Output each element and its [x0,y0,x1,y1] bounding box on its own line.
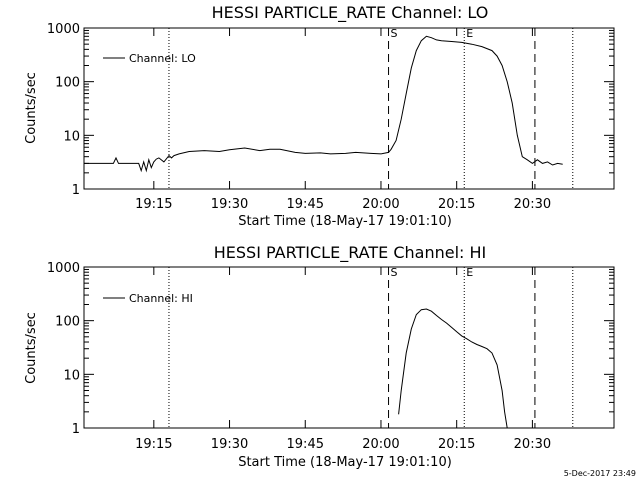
x-tick-label: 20:00 [362,197,399,212]
chart-title-lo: HESSI PARTICLE_RATE Channel: LO [212,3,489,23]
y-tick-label: 1 [72,422,80,437]
axis-ticks-lo: 19:15 19:30 19:45 20:00 20:15 20:30 1 10 100 1000 [47,22,614,212]
x-tick-label: 20:15 [438,197,475,212]
y-tick-label: 1 [72,183,80,198]
x-axis-label-lo: Start Time (18-May-17 19:01:10) [238,214,452,229]
marker-letter: S [391,266,398,279]
legend-label-lo: Channel: LO [129,52,196,65]
y-axis-label-lo: Counts/sec [24,72,39,144]
x-tick-label: 19:45 [287,197,324,212]
x-tick-label: 20:15 [438,437,475,452]
figure: HESSI PARTICLE_RATE Channel: LO 19:15 19:… [0,0,640,480]
x-tick-label: 19:15 [135,197,172,212]
chart-title-hi: HESSI PARTICLE_RATE Channel: HI [214,243,487,263]
x-tick-label: 20:30 [514,197,551,212]
y-axis-label-hi: Counts/sec [24,312,39,384]
y-tick-label: 1000 [47,261,80,276]
footer-timestamp: 5-Dec-2017 23:49 [564,469,636,478]
y-tick-label: 100 [55,315,80,330]
axis-ticks-hi: 19:15 19:30 19:45 20:00 20:15 20:30 1 10 100 1000 [47,261,614,452]
legend-label-hi: Channel: HI [129,292,193,305]
marker-letter: E [466,27,473,40]
x-tick-label: 20:00 [362,437,399,452]
y-tick-label: 10 [63,129,80,144]
marker-letter: E [466,266,473,279]
x-tick-label: 20:30 [514,437,551,452]
panel-hi: HESSI PARTICLE_RATE Channel: HI 19:15 19:… [24,243,614,470]
marker-letter: S [391,27,398,40]
panel-lo: HESSI PARTICLE_RATE Channel: LO 19:15 19:… [24,3,614,229]
series-line-hi [399,309,508,428]
x-tick-label: 19:15 [135,437,172,452]
y-tick-label: 1000 [47,22,80,37]
y-tick-label: 100 [55,76,80,91]
x-tick-label: 19:45 [287,437,324,452]
x-axis-label-hi: Start Time (18-May-17 19:01:10) [238,455,452,470]
x-tick-label: 19:30 [211,197,248,212]
x-tick-label: 19:30 [211,437,248,452]
y-tick-label: 10 [63,368,80,383]
